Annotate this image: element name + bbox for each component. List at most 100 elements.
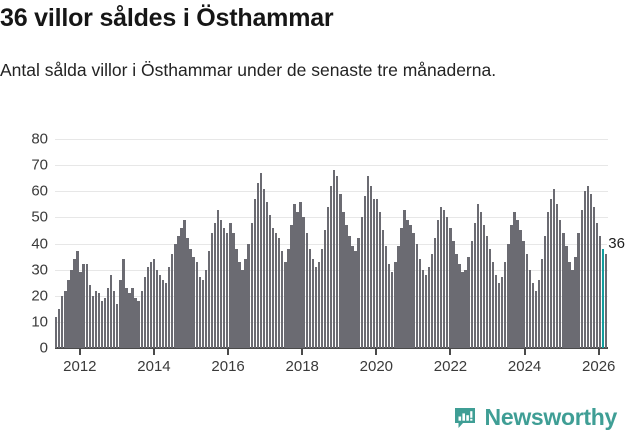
bar — [302, 217, 305, 348]
bar — [391, 272, 394, 348]
bar — [604, 253, 608, 348]
bar — [528, 269, 531, 348]
bar — [232, 233, 235, 348]
bar — [601, 248, 605, 348]
bar — [64, 290, 67, 348]
bar — [574, 256, 577, 348]
bar — [317, 261, 321, 348]
bar — [247, 243, 250, 348]
bar — [94, 290, 98, 348]
bar — [58, 308, 61, 348]
bar — [308, 248, 311, 348]
bar — [259, 172, 263, 348]
bar — [412, 233, 415, 348]
bar — [106, 287, 110, 348]
bar — [507, 243, 510, 348]
bar — [455, 253, 458, 348]
bar — [256, 183, 260, 348]
bar — [262, 188, 266, 348]
bar — [494, 274, 498, 348]
bar — [559, 220, 562, 348]
x-axis-tick-mark — [152, 348, 155, 355]
bar — [354, 251, 357, 348]
y-axis-tick-label: 70 — [31, 156, 48, 174]
bar — [464, 269, 467, 348]
bar — [143, 277, 146, 348]
bar — [219, 220, 223, 348]
bar — [171, 253, 174, 348]
bar — [250, 222, 253, 348]
x-axis-tick-label: 2014 — [137, 358, 171, 375]
gridline — [55, 165, 608, 167]
page-subtitle: Antal sålda villor i Östhammar under de … — [0, 60, 497, 80]
bar — [443, 209, 446, 348]
bar — [342, 212, 345, 348]
bar — [534, 290, 538, 348]
bar — [265, 201, 269, 348]
bar — [449, 227, 452, 348]
bar — [436, 220, 440, 348]
x-axis-tick-mark — [449, 348, 452, 355]
bar — [204, 269, 208, 348]
bar — [336, 175, 339, 348]
bar — [113, 290, 116, 348]
bar — [329, 186, 333, 348]
bar — [207, 251, 211, 348]
bar — [565, 246, 568, 348]
bar — [513, 212, 516, 348]
bar — [149, 261, 153, 348]
y-axis-tick-label: 60 — [31, 182, 48, 200]
bar — [305, 233, 308, 348]
bar — [122, 259, 125, 348]
bar — [134, 298, 137, 348]
bar — [549, 199, 553, 348]
bar — [482, 225, 486, 348]
bar — [311, 259, 315, 348]
bar — [186, 238, 189, 348]
bar — [458, 264, 461, 348]
bar — [174, 243, 177, 348]
bar — [235, 248, 238, 348]
newsworthy-logo: Newsworthy — [453, 404, 617, 431]
bar — [195, 261, 198, 348]
bar — [418, 259, 421, 348]
bar — [427, 267, 431, 348]
bar — [476, 204, 479, 348]
bar — [100, 300, 104, 348]
newsworthy-bars-icon — [453, 406, 477, 430]
bar — [583, 191, 586, 348]
bar — [274, 233, 278, 348]
x-axis: 2012 2014 2016 2018 2020 2022 2024 2026 — [55, 348, 615, 380]
bar — [244, 259, 247, 348]
bar — [406, 220, 409, 348]
bar — [183, 220, 186, 348]
bar — [446, 217, 449, 348]
bar — [192, 256, 195, 348]
bar — [109, 274, 113, 348]
x-axis-tick-label: 2016 — [211, 358, 245, 375]
page-title: 36 villor såldes i Östhammar — [0, 4, 334, 32]
bar — [415, 243, 418, 348]
bar — [571, 269, 574, 348]
bar — [229, 222, 232, 348]
bar — [586, 186, 589, 348]
bar — [323, 230, 327, 348]
bar — [580, 209, 583, 348]
x-axis-tick-label: 2022 — [433, 358, 468, 375]
bar — [501, 277, 504, 348]
bar — [351, 246, 354, 348]
bar — [421, 269, 424, 348]
x-axis-tick-mark — [227, 348, 230, 355]
bar — [369, 186, 373, 348]
bar — [189, 248, 192, 348]
bar — [82, 264, 85, 348]
bar — [424, 274, 428, 348]
bar — [400, 227, 403, 348]
bar — [155, 269, 159, 348]
bar — [519, 230, 522, 348]
bar — [103, 298, 107, 348]
bar — [430, 253, 434, 348]
bar — [299, 201, 302, 348]
bar — [452, 240, 455, 348]
bar — [226, 233, 229, 348]
